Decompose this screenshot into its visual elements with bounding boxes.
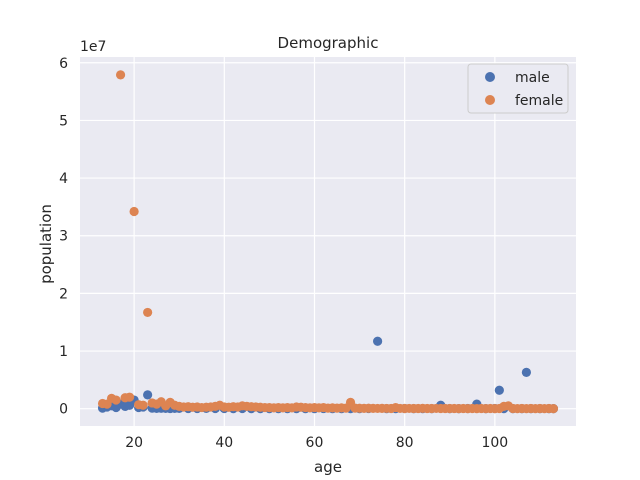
y-tick-label-6: 6 bbox=[59, 56, 68, 72]
x-axis-label: age bbox=[314, 458, 342, 476]
x-tick-label-4: 100 bbox=[481, 435, 508, 451]
y-axis-offset-label: 1e7 bbox=[80, 39, 106, 55]
y-axis-label: population bbox=[37, 204, 55, 284]
point-female-3 bbox=[111, 395, 121, 405]
legend-label-female: female bbox=[515, 93, 563, 109]
x-axis-ticks: 20 40 60 80 100 bbox=[125, 435, 508, 451]
x-tick-label-3: 80 bbox=[396, 435, 414, 451]
point-female-4 bbox=[115, 70, 126, 80]
chart-title: Demographic bbox=[278, 34, 379, 52]
y-tick-label-4: 4 bbox=[59, 171, 68, 187]
legend: male female bbox=[467, 63, 569, 114]
series-female bbox=[97, 70, 559, 414]
x-tick-label-1: 40 bbox=[215, 435, 233, 451]
y-tick-label-0: 0 bbox=[59, 402, 68, 418]
legend-marker-male bbox=[485, 72, 495, 82]
point-female-10 bbox=[143, 307, 153, 318]
point-male-39 bbox=[373, 336, 383, 346]
x-tick-label-0: 20 bbox=[125, 435, 143, 451]
point-female-6 bbox=[125, 392, 135, 402]
point-male-57 bbox=[521, 367, 532, 377]
y-tick-label-3: 3 bbox=[59, 229, 68, 245]
grid bbox=[80, 57, 576, 426]
series-layer bbox=[97, 70, 559, 414]
point-male-10 bbox=[143, 390, 153, 400]
legend-marker-female bbox=[485, 95, 495, 105]
y-tick-label-2: 2 bbox=[59, 286, 68, 302]
plot-background bbox=[80, 57, 576, 426]
x-tick-label-2: 60 bbox=[306, 435, 324, 451]
y-axis-ticks: 0 1 2 3 4 5 6 bbox=[59, 56, 68, 418]
y-tick-label-1: 1 bbox=[59, 344, 68, 360]
legend-label-male: male bbox=[515, 70, 550, 86]
point-male-53 bbox=[494, 385, 504, 395]
point-female-9 bbox=[138, 400, 148, 410]
y-tick-label-5: 5 bbox=[59, 113, 68, 129]
point-female-100 bbox=[548, 403, 559, 414]
point-female-7 bbox=[129, 206, 139, 217]
